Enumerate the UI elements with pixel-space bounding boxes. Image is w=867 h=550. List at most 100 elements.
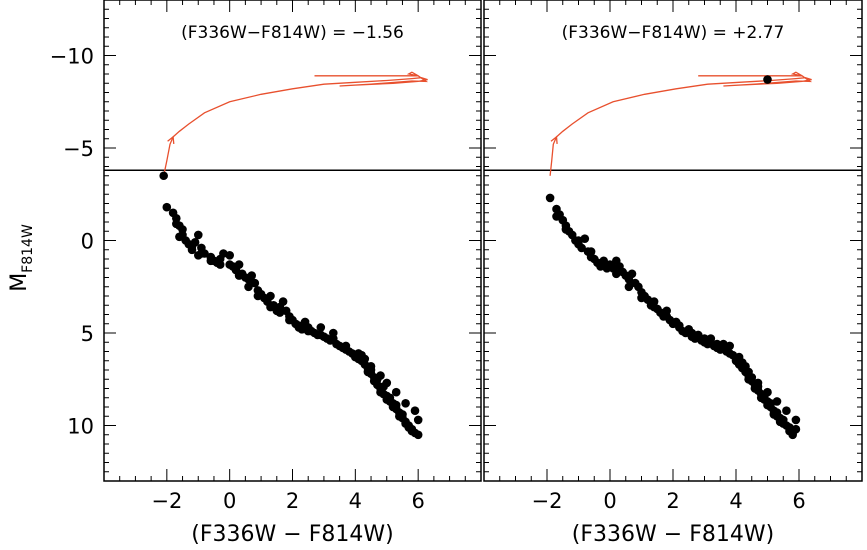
star-point — [162, 202, 172, 212]
x-tick-label: 6 — [411, 489, 424, 513]
y-axis-title: MF814W — [7, 224, 36, 292]
y-axis-label: M — [7, 273, 32, 292]
star-point — [247, 271, 256, 280]
star-point — [410, 406, 420, 416]
x-tick-label: 0 — [223, 489, 236, 513]
evolution-track — [163, 71, 429, 176]
star-point — [215, 260, 225, 269]
star-point — [225, 260, 234, 269]
panel-title: (F336W−F814W) = −1.56 — [181, 23, 404, 43]
star-point — [687, 328, 697, 338]
star-point — [194, 230, 203, 240]
star-point — [772, 397, 782, 406]
star-point — [391, 387, 401, 397]
star-point — [316, 323, 326, 332]
star-point — [545, 193, 555, 203]
star-point — [586, 247, 596, 256]
star-point — [738, 358, 747, 367]
star-point — [266, 291, 275, 301]
star-point — [637, 293, 646, 303]
star-point — [649, 302, 659, 312]
x-tick-label: 4 — [349, 489, 362, 513]
x-tick-label: −2 — [532, 489, 563, 513]
star-point — [627, 269, 637, 279]
highlighted-star — [159, 171, 168, 181]
star-point — [253, 291, 263, 301]
star-point — [574, 236, 583, 245]
star-point — [744, 367, 753, 377]
star-point — [329, 334, 338, 343]
star-point — [187, 241, 197, 251]
star-point — [391, 400, 401, 410]
star-point — [599, 258, 608, 268]
star-point — [675, 321, 684, 330]
star-point — [366, 362, 376, 371]
y-tick-label: 0 — [81, 230, 94, 254]
panel-frame — [103, 0, 482, 482]
star-point — [413, 430, 423, 440]
y-tick-label: −10 — [50, 45, 94, 69]
x-tick-label: 6 — [792, 489, 805, 513]
star-point — [401, 399, 410, 408]
track-arrow — [550, 135, 558, 144]
panel-frame — [483, 0, 863, 482]
star-point — [250, 278, 260, 288]
x-tick-label: 2 — [286, 489, 299, 513]
star-point — [354, 349, 363, 358]
panel-title: (F336W−F814W) = +2.77 — [562, 23, 785, 43]
star-point — [285, 315, 294, 325]
star-point — [577, 243, 586, 253]
star-point — [206, 256, 216, 266]
highlighted-star — [763, 75, 772, 84]
x-axis-title: (F336W − F814W) — [572, 522, 774, 547]
panel-2: (F336W−F814W) = +2.77 −2 0 2 4 6 (F336W − F814… — [483, 0, 863, 547]
star-point — [706, 334, 716, 343]
star-point — [275, 308, 285, 317]
star-point — [172, 219, 181, 229]
star-point — [225, 251, 234, 260]
star-point — [360, 354, 370, 364]
star-point — [413, 415, 423, 425]
x-axis-title: (F336W − F814W) — [191, 522, 393, 547]
star-point — [561, 225, 571, 234]
star-point — [376, 371, 385, 380]
star-point — [266, 302, 275, 312]
star-point — [341, 341, 351, 351]
star-point — [234, 271, 244, 280]
star-point — [725, 349, 734, 358]
evolution-track — [549, 71, 813, 176]
star-point — [624, 282, 634, 292]
star-point — [382, 378, 392, 388]
panel-1: (F336W−F814W) = −1.56 −2 0 2 4 6 (F336W − F814… — [50, 0, 482, 547]
star-point — [700, 334, 709, 343]
star-point — [398, 410, 407, 419]
star-point — [782, 406, 791, 416]
y-tick-label: 10 — [67, 415, 94, 439]
star-point — [791, 415, 801, 425]
star-point — [316, 330, 326, 340]
x-tick-label: 2 — [666, 489, 679, 513]
star-point — [552, 212, 561, 221]
star-point — [244, 282, 253, 292]
star-point — [753, 378, 763, 388]
star-point — [725, 341, 734, 351]
x-tick-label: 0 — [603, 489, 616, 513]
star-point — [197, 249, 206, 258]
x-tick-label: 4 — [729, 489, 742, 513]
y-tick-label: −5 — [63, 137, 94, 161]
x-tick-label: −2 — [151, 489, 182, 513]
star-point — [662, 312, 671, 321]
panels: (F336W−F814W) = −1.56 −2 0 2 4 6 (F336W − F814… — [50, 0, 863, 547]
star-point — [178, 230, 187, 240]
track-arrow — [167, 135, 175, 144]
y-axis-subscript: F814W — [20, 224, 36, 273]
y-tick-label: 5 — [81, 322, 94, 346]
star-point — [234, 260, 244, 269]
star-point — [303, 326, 313, 336]
star-point — [294, 323, 304, 332]
star-point — [278, 297, 288, 306]
star-point — [612, 269, 621, 279]
star-point — [763, 387, 772, 397]
star-point — [712, 339, 722, 349]
